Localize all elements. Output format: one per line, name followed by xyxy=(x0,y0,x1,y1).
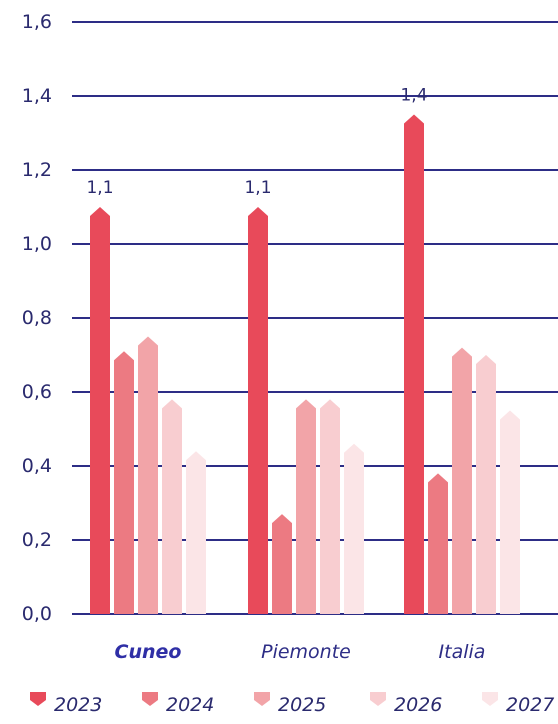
bar-2027-cuneo xyxy=(186,451,206,614)
y-tick-label: 1,2 xyxy=(22,159,52,181)
legend-marker-2027 xyxy=(482,692,498,706)
category-label-cuneo: Cuneo xyxy=(115,641,182,663)
legend-label-2027: 2027 xyxy=(506,694,554,716)
bar-2025-cuneo xyxy=(138,336,158,614)
legend-marker-2024 xyxy=(142,692,158,706)
legend-marker-2023 xyxy=(30,692,46,706)
bar-2026-italia xyxy=(476,355,496,614)
bar-2023-piemonte xyxy=(248,207,268,614)
bar-2025-piemonte xyxy=(296,399,316,614)
legend-label-2026: 2026 xyxy=(394,694,442,716)
legend-label-2025: 2025 xyxy=(278,694,326,716)
legend-marker-2026 xyxy=(370,692,386,706)
data-labels: 1,1 1,1 1,4 xyxy=(86,86,427,199)
y-tick-label: 1,6 xyxy=(22,11,52,33)
x-axis-category-labels: Cuneo Piemonte Italia xyxy=(115,641,486,663)
y-tick-label: 1,4 xyxy=(22,85,52,107)
bar-2025-italia xyxy=(452,347,472,614)
bar-2026-piemonte xyxy=(320,399,340,614)
y-axis-tick-labels: 0,0 0,2 0,4 0,6 0,8 1,0 1,2 1,4 1,6 xyxy=(22,11,52,625)
y-tick-label: 1,0 xyxy=(22,233,52,255)
bar-2023-cuneo xyxy=(90,207,110,614)
legend-marker-2025 xyxy=(254,692,270,706)
legend-label-2024: 2024 xyxy=(166,694,214,716)
bar-2023-italia xyxy=(404,114,424,614)
bar-2024-italia xyxy=(428,473,448,614)
y-tick-label: 0,0 xyxy=(22,603,52,625)
bar-2026-cuneo xyxy=(162,399,182,614)
legend-label-2023: 2023 xyxy=(54,694,102,716)
bar-2024-piemonte xyxy=(272,514,292,614)
y-tick-label: 0,8 xyxy=(22,307,52,329)
bar-2027-italia xyxy=(500,410,520,614)
bar-2024-cuneo xyxy=(114,351,134,614)
bar-2027-piemonte xyxy=(344,443,364,614)
legend: 2023 2024 2025 2026 2027 xyxy=(30,692,554,716)
y-tick-label: 0,6 xyxy=(22,381,52,403)
category-label-piemonte: Piemonte xyxy=(261,641,351,663)
category-label-italia: Italia xyxy=(439,641,486,663)
data-label: 1,1 xyxy=(244,178,271,198)
y-tick-label: 0,2 xyxy=(22,529,52,551)
y-tick-label: 0,4 xyxy=(22,455,52,477)
data-label: 1,4 xyxy=(400,86,427,106)
bars xyxy=(90,114,520,614)
data-label: 1,1 xyxy=(86,178,113,198)
